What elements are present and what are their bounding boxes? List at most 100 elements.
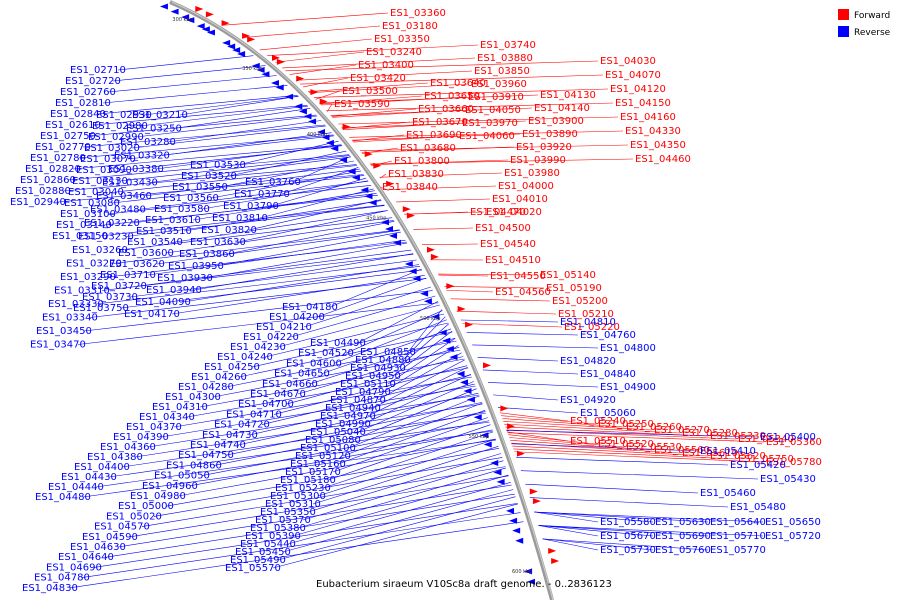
gene-label-es1-04860[interactable]: ES1_04860 [166, 460, 222, 471]
gene-label-es1-03610[interactable]: ES1_03610 [145, 215, 201, 226]
gene-label-es1-04960[interactable]: ES1_04960 [142, 481, 198, 492]
gene-label-es1-05380[interactable]: ES1_05380 [250, 523, 306, 534]
gene-label-es1-03270[interactable]: ES1_03270 [66, 259, 122, 270]
gene-label-es1-03750[interactable]: ES1_03750 [73, 303, 129, 314]
gene-label-es1-05110[interactable]: ES1_05110 [340, 379, 396, 390]
gene-label-es1-03680[interactable]: ES1_03680 [400, 143, 456, 154]
gene-label-es1-05160[interactable]: ES1_05160 [290, 459, 346, 470]
gene-label-es1-05580[interactable]: ES1_05580 [600, 517, 656, 528]
gene-label-es1-05140[interactable]: ES1_05140 [540, 270, 596, 281]
gene-label-es1-04600[interactable]: ES1_04600 [286, 358, 342, 369]
gene-label-es1-02710[interactable]: ES1_02710 [70, 65, 126, 76]
gene-label-es1-05410[interactable]: ES1_05410 [700, 446, 756, 457]
gene-label-es1-04030[interactable]: ES1_04030 [600, 56, 656, 67]
gene-label-es1-05670[interactable]: ES1_05670 [600, 531, 656, 542]
gene-label-es1-03430[interactable]: ES1_03430 [102, 178, 158, 189]
gene-label-es1-04240[interactable]: ES1_04240 [217, 352, 273, 363]
gene-label-es1-04630[interactable]: ES1_04630 [70, 542, 126, 553]
gene-label-es1-03810[interactable]: ES1_03810 [212, 213, 268, 224]
gene-label-es1-05300[interactable]: ES1_05300 [270, 491, 326, 502]
gene-label-es1-05210[interactable]: ES1_05210 [558, 309, 614, 320]
gene-label-es1-03670[interactable]: ES1_03670 [412, 117, 468, 128]
gene-label-es1-04940[interactable]: ES1_04940 [325, 403, 381, 414]
gene-label-es1-02980[interactable]: ES1_02980 [92, 121, 148, 132]
gene-label-es1-03820[interactable]: ES1_03820 [201, 225, 257, 236]
gene-label-es1-03220[interactable]: ES1_03220 [84, 218, 140, 229]
gene-label-es1-03210[interactable]: ES1_03210 [132, 110, 188, 121]
gene-label-es1-04870[interactable]: ES1_04870 [330, 395, 386, 406]
gene-label-es1-04340[interactable]: ES1_04340 [139, 412, 195, 423]
gene-label-es1-02720[interactable]: ES1_02720 [65, 76, 121, 87]
gene-label-es1-04430[interactable]: ES1_04430 [61, 472, 117, 483]
gene-label-es1-05490[interactable]: ES1_05490 [230, 555, 286, 566]
gene-label-es1-03950[interactable]: ES1_03950 [168, 261, 224, 272]
gene-label-es1-04900[interactable]: ES1_04900 [600, 382, 656, 393]
gene-label-es1-03930[interactable]: ES1_03930 [157, 273, 213, 284]
gene-label-es1-04560[interactable]: ES1_04560 [495, 287, 551, 298]
gene-label-es1-04000[interactable]: ES1_04000 [498, 181, 554, 192]
gene-label-es1-04650[interactable]: ES1_04650 [274, 369, 330, 380]
gene-label-es1-03880[interactable]: ES1_03880 [477, 53, 533, 64]
gene-label-es1-05280[interactable]: ES1_05280 [682, 428, 738, 439]
gene-label-es1-03130[interactable]: ES1_03130 [72, 176, 128, 187]
gene-label-es1-03230[interactable]: ES1_03230 [78, 232, 134, 243]
gene-label-es1-04720[interactable]: ES1_04720 [214, 420, 270, 431]
gene-label-es1-05310[interactable]: ES1_05310 [265, 499, 321, 510]
gene-label-es1-03530[interactable]: ES1_03530 [190, 160, 246, 171]
gene-label-es1-03350[interactable]: ES1_03350 [374, 34, 430, 45]
gene-label-es1-04970[interactable]: ES1_04970 [320, 411, 376, 422]
gene-label-es1-03320[interactable]: ES1_03320 [114, 151, 170, 162]
gene-label-es1-04180[interactable]: ES1_04180 [282, 302, 338, 313]
gene-label-es1-04280[interactable]: ES1_04280 [178, 382, 234, 393]
gene-label-es1-04390[interactable]: ES1_04390 [113, 432, 169, 443]
gene-label-es1-04120[interactable]: ES1_04120 [610, 84, 666, 95]
gene-label-es1-05330[interactable]: ES1_05330 [710, 431, 766, 442]
gene-label-es1-03900[interactable]: ES1_03900 [528, 116, 584, 127]
gene-label-es1-03560[interactable]: ES1_03560 [163, 193, 219, 204]
gene-label-es1-04990[interactable]: ES1_04990 [315, 419, 371, 430]
gene-label-es1-02750[interactable]: ES1_02750 [40, 131, 96, 142]
gene-label-es1-03710[interactable]: ES1_03710 [100, 270, 156, 281]
gene-label-es1-03420[interactable]: ES1_03420 [350, 73, 406, 84]
gene-label-es1-03290[interactable]: ES1_03290 [60, 272, 116, 283]
gene-label-es1-05370[interactable]: ES1_05370 [255, 515, 311, 526]
gene-label-es1-03240[interactable]: ES1_03240 [366, 47, 422, 58]
gene-label-es1-04820[interactable]: ES1_04820 [560, 356, 616, 367]
gene-label-es1-04730[interactable]: ES1_04730 [202, 430, 258, 441]
gene-label-es1-04310[interactable]: ES1_04310 [152, 402, 208, 413]
gene-label-es1-03760[interactable]: ES1_03760 [245, 177, 301, 188]
gene-label-es1-03740[interactable]: ES1_03740 [480, 40, 536, 51]
gene-label-es1-02610[interactable]: ES1_02610 [45, 120, 101, 131]
gene-label-es1-03690[interactable]: ES1_03690 [406, 130, 462, 141]
gene-label-es1-05250[interactable]: ES1_05250 [598, 419, 654, 430]
gene-label-es1-04500[interactable]: ES1_04500 [475, 223, 531, 234]
gene-label-es1-05180[interactable]: ES1_05180 [280, 475, 336, 486]
gene-label-es1-05220[interactable]: ES1_05220 [564, 322, 620, 333]
gene-label-es1-03920[interactable]: ES1_03920 [516, 142, 572, 153]
gene-label-es1-03590[interactable]: ES1_03590 [334, 99, 390, 110]
gene-label-es1-02810[interactable]: ES1_02810 [55, 98, 111, 109]
gene-label-es1-02880[interactable]: ES1_02880 [15, 186, 71, 197]
gene-label-es1-02930[interactable]: ES1_02930 [96, 110, 152, 121]
gene-label-es1-03840[interactable]: ES1_03840 [382, 182, 438, 193]
gene-label-es1-03330[interactable]: ES1_03330 [48, 299, 104, 310]
gene-label-es1-03910[interactable]: ES1_03910 [468, 92, 524, 103]
gene-label-es1-05720[interactable]: ES1_05720 [765, 531, 821, 542]
gene-label-es1-04400[interactable]: ES1_04400 [74, 462, 130, 473]
gene-label-es1-04220[interactable]: ES1_04220 [243, 332, 299, 343]
gene-label-es1-05760[interactable]: ES1_05760 [655, 545, 711, 556]
gene-label-es1-04200[interactable]: ES1_04200 [269, 312, 325, 323]
gene-label-es1-05510[interactable]: ES1_05510 [570, 436, 626, 447]
gene-label-es1-03890[interactable]: ES1_03890 [522, 129, 578, 140]
gene-label-es1-02760[interactable]: ES1_02760 [60, 87, 116, 98]
gene-label-es1-04640[interactable]: ES1_04640 [58, 552, 114, 563]
gene-label-es1-04880[interactable]: ES1_04880 [355, 355, 411, 366]
gene-label-es1-03980[interactable]: ES1_03980 [504, 168, 560, 179]
gene-label-es1-03450[interactable]: ES1_03450 [36, 326, 92, 337]
gene-label-es1-04210[interactable]: ES1_04210 [256, 322, 312, 333]
gene-label-es1-03640[interactable]: ES1_03640 [430, 78, 486, 89]
gene-label-es1-04020[interactable]: ES1_04020 [486, 207, 542, 218]
gene-label-es1-03090[interactable]: ES1_03090 [76, 165, 132, 176]
gene-label-es1-05480[interactable]: ES1_05480 [730, 502, 786, 513]
gene-label-es1-05040[interactable]: ES1_05040 [310, 427, 366, 438]
